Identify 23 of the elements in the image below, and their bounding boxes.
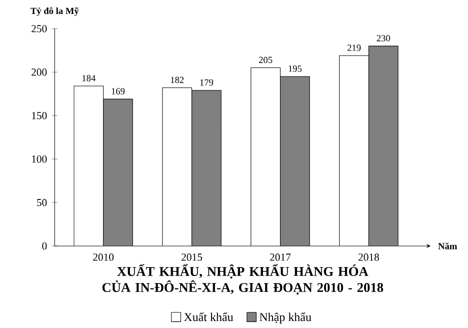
y-tick-label: 0	[42, 242, 47, 250]
data-label: 219	[347, 44, 361, 51]
x-axis-title: Năm	[438, 242, 458, 250]
data-label: 205	[259, 56, 272, 64]
data-label: 195	[288, 66, 302, 72]
text: XUẤT KHẨU, NHẬP KHẨU HÀNG HÓA CỦA IN-ĐÔ-NÊ-XI-A, GIAI ĐOẠN 2010 - 2018	[102, 264, 384, 295]
legend-label: Xuất khẩu	[184, 312, 234, 322]
y-tick-label: 100	[32, 155, 47, 163]
data-label: 169	[112, 88, 125, 94]
x-tick-label: 2017	[270, 254, 291, 261]
x-tick-label: 2010	[93, 254, 114, 261]
y-tick-label: 200	[32, 68, 47, 76]
y-tick-label: 50	[37, 198, 47, 206]
data-label: 230	[376, 35, 390, 42]
data-label: 179	[200, 79, 214, 86]
data-label: 184	[82, 75, 96, 82]
y-axis-title: Tỷ đô la Mỹ	[30, 7, 79, 16]
data-label: 182	[170, 76, 184, 84]
legend-label: Nhập khẩu	[260, 312, 312, 324]
y-tick-label: 250	[32, 25, 47, 32]
x-tick-label: 2018	[358, 254, 379, 261]
x-tick-label: 2015	[182, 254, 202, 261]
y-tick-label: 150	[32, 112, 47, 120]
